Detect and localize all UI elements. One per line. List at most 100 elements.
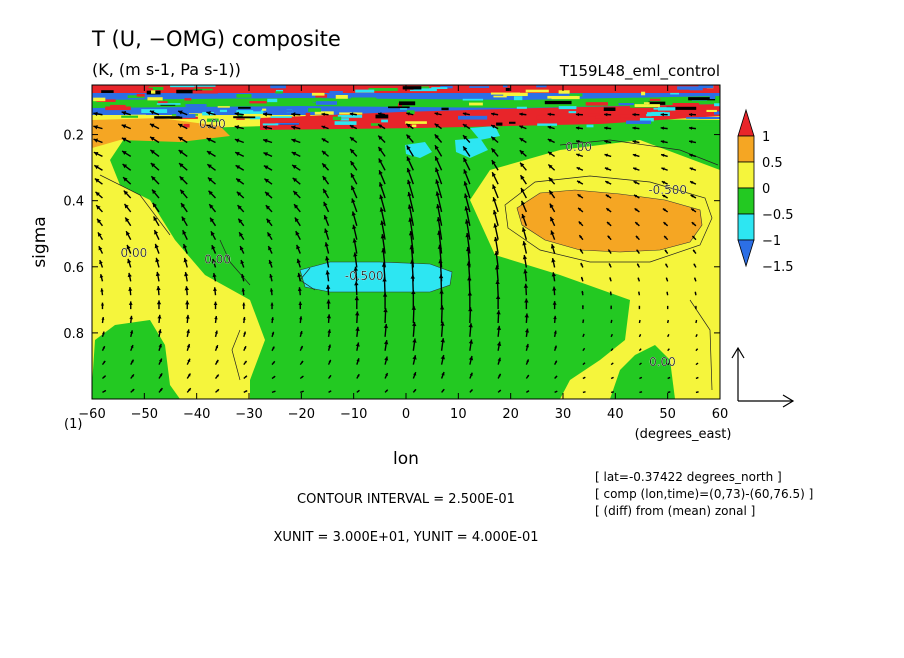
- noise-streak: [491, 93, 520, 95]
- noise-streak: [506, 88, 510, 91]
- noise-streak: [517, 122, 526, 125]
- noise-streak: [526, 90, 549, 93]
- noise-streak: [595, 116, 620, 119]
- noise-streak: [388, 106, 410, 108]
- contour-label: 0.00: [565, 140, 592, 154]
- x-tick-label: 0: [402, 407, 410, 422]
- vector-units: XUNIT = 3.000E+01, YUNIT = 4.000E-01: [274, 530, 539, 545]
- meta-lat: [ lat=-0.37422 degrees_north ]: [595, 470, 782, 484]
- noise-streak: [305, 89, 327, 91]
- noise-streak: [249, 101, 266, 103]
- noise-streak: [330, 91, 343, 93]
- colorbar-label: −0.5: [762, 208, 794, 223]
- noise-streak: [547, 96, 577, 99]
- colorbar-label: −1.5: [762, 260, 794, 275]
- noise-streak: [275, 91, 283, 93]
- noise-streak: [154, 116, 182, 119]
- noise-streak: [253, 110, 261, 112]
- chart-title: T (U, −OMG) composite: [91, 27, 341, 51]
- noise-streak: [220, 110, 227, 112]
- x-tick-label: 10: [450, 407, 467, 422]
- noise-streak: [469, 86, 489, 88]
- noise-streak: [463, 99, 483, 101]
- noise-streak: [218, 106, 230, 108]
- noise-streak: [335, 121, 357, 125]
- noise-streak: [338, 115, 362, 118]
- noise-streak: [460, 111, 477, 113]
- noise-streak: [316, 101, 337, 105]
- noise-streak: [650, 99, 660, 101]
- noise-streak: [710, 96, 716, 99]
- noise-streak: [699, 117, 727, 119]
- noise-streak: [537, 123, 557, 125]
- noise-streak: [248, 104, 254, 106]
- noise-streak: [243, 114, 263, 116]
- noise-streak: [333, 117, 341, 120]
- noise-streak: [569, 111, 577, 113]
- colorbar-bin: [738, 188, 754, 214]
- y-axis-label: sigma: [30, 216, 50, 267]
- noise-streak: [144, 88, 153, 90]
- colorbar-label: −1: [762, 234, 781, 249]
- contour-label: 0.00: [649, 355, 676, 369]
- x-tick-label: 60: [712, 407, 729, 422]
- contour-label: -0.500: [648, 183, 687, 197]
- noise-streak: [170, 86, 195, 88]
- colorbar-bin: [738, 240, 754, 266]
- x-tick-label: 40: [607, 407, 624, 422]
- noise-streak: [514, 96, 522, 100]
- noise-streak: [667, 90, 689, 93]
- experiment-label: T159L48_eml_control: [559, 62, 720, 81]
- y-tick-label: 0.6: [63, 261, 84, 276]
- noise-streak: [375, 115, 388, 119]
- noise-streak: [340, 118, 349, 120]
- noise-streak: [399, 101, 415, 105]
- noise-streak: [559, 90, 570, 93]
- contour-label: 0.00: [199, 117, 226, 131]
- colorbar-label: 1: [762, 130, 770, 145]
- noise-streak: [644, 102, 650, 104]
- noise-streak: [635, 104, 660, 107]
- noise-streak: [431, 87, 447, 89]
- colorbar: 10.50−0.5−1−1.5: [738, 110, 794, 275]
- noise-streak: [306, 113, 311, 117]
- meta-diff: [ (diff) from (mean) zonal ]: [595, 504, 755, 518]
- noise-streak: [267, 99, 277, 102]
- noise-streak: [357, 110, 368, 113]
- chart-units: (K, (m s-1, Pa s-1)): [92, 60, 241, 79]
- noise-streak: [180, 115, 193, 117]
- noise-streak: [185, 104, 206, 107]
- noise-streak: [351, 97, 376, 100]
- y-tick-label: 0.2: [63, 129, 84, 144]
- noise-streak: [545, 101, 572, 104]
- x-tick-label: −50: [131, 407, 158, 422]
- noise-streak: [405, 121, 427, 124]
- y-tick-label: 0.8: [63, 327, 84, 342]
- noise-streak: [686, 117, 701, 119]
- corner-label: (1): [64, 417, 82, 432]
- colorbar-label: 0: [762, 182, 770, 197]
- noise-streak: [700, 122, 726, 125]
- noise-streak: [441, 108, 448, 110]
- noise-streak: [262, 109, 266, 111]
- x-tick-label: −40: [183, 407, 210, 422]
- meta-comp: [ comp (lon,time)=(0,73)-(60,76.5) ]: [595, 487, 813, 501]
- x-axis-label: lon: [393, 449, 419, 469]
- noise-streak: [238, 107, 251, 109]
- noise-streak: [626, 121, 651, 124]
- reference-vector: [732, 348, 793, 407]
- x-tick-label: −10: [340, 407, 367, 422]
- noise-streak: [263, 123, 278, 125]
- colorbar-bin: [738, 162, 754, 188]
- noise-streak: [424, 102, 431, 106]
- y-tick-label: 0.4: [63, 195, 84, 210]
- contour-label: 0.00: [204, 252, 231, 266]
- noise-streak: [536, 86, 546, 88]
- noise-streak: [184, 98, 191, 100]
- noise-streak: [641, 92, 645, 96]
- noise-streak: [137, 94, 145, 97]
- noise-streak: [121, 116, 138, 118]
- noise-streak: [698, 85, 713, 88]
